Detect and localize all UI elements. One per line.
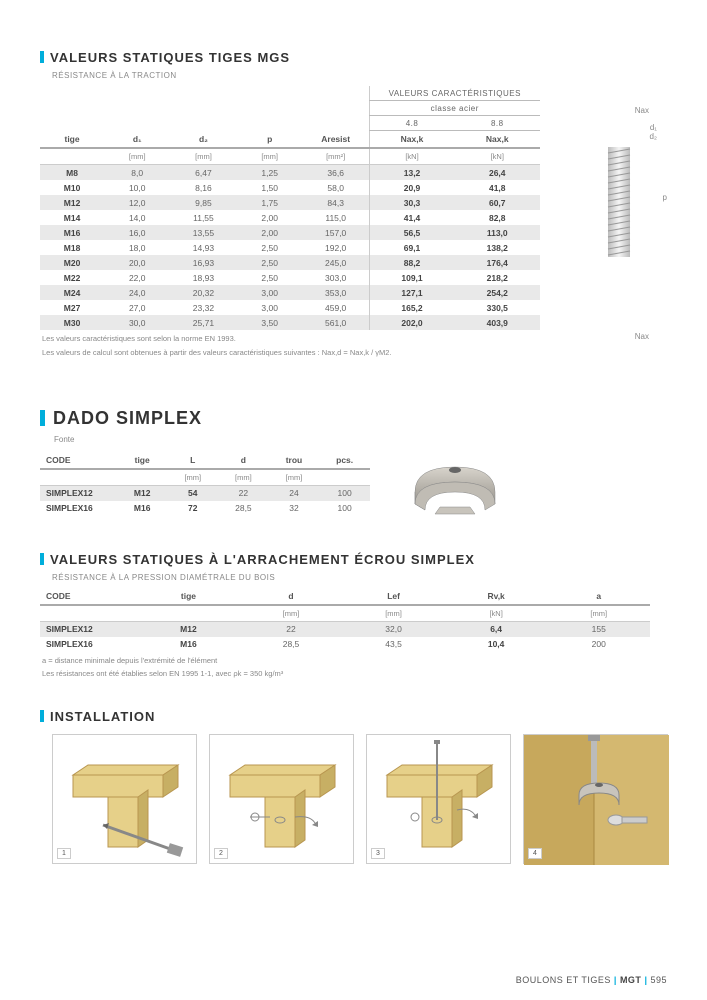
table-row: M1818,014,932,50192,069,1138,2: [40, 240, 540, 255]
section-valeurs-tiges: VALEURS STATIQUES TIGES MGS RÉSISTANCE À…: [40, 50, 667, 358]
install-illustration-3: [367, 735, 512, 865]
class-row: 4.8 8.8: [40, 116, 540, 131]
section1-note1: Les valeurs caractéristiques sont selon …: [42, 334, 540, 344]
unit-row: [mm] [mm] [kN] [mm]: [40, 605, 650, 622]
install-illustration-4: [524, 735, 669, 865]
table-row: M1212,09,851,7584,330,360,7: [40, 195, 540, 210]
page-footer: BOULONS ET TIGES | MGT | 595: [516, 975, 667, 985]
table-row: SIMPLEX16M1628,543,510,4200: [40, 637, 650, 652]
table-row: M2222,018,932,50303,0109,1218,2: [40, 270, 540, 285]
install-step-2: 2: [209, 734, 354, 864]
table-row: M2020,016,932,50245,088,2176,4: [40, 255, 540, 270]
table-row: M88,06,471,2536,613,226,4: [40, 165, 540, 181]
section1-title: VALEURS STATIQUES TIGES MGS: [40, 50, 667, 65]
table1-container: VALEURS CARACTÉRISTIQUES classe acier 4.…: [40, 86, 540, 358]
table-row: M1616,013,552,00157,056,5113,0: [40, 225, 540, 240]
section3-note2: Les résistances ont été établies selon E…: [42, 669, 667, 679]
table-row: SIMPLEX12M122232,06,4155: [40, 621, 650, 637]
install-step-3: 3: [366, 734, 511, 864]
header-row: CODE tige d Lef Rv,k a: [40, 588, 650, 605]
section3-title: VALEURS STATIQUES À L'ARRACHEMENT ÉCROU …: [40, 552, 667, 567]
header-row: tige d₁ d₂ p Aresist Nax,k Nax,k: [40, 131, 540, 149]
unit-row: [mm] [mm] [mm] [mm²] [kN] [kN]: [40, 148, 540, 165]
table-row: M3030,025,713,50561,0202,0403,9: [40, 315, 540, 330]
table-row: M2727,023,323,00459,0165,2330,5: [40, 300, 540, 315]
section1-note2: Les valeurs de calcul sont obtenues à pa…: [42, 348, 540, 358]
install-step-4: 4: [523, 734, 668, 864]
threaded-rod-icon: [594, 147, 644, 257]
section3-subtitle: RÉSISTANCE À LA PRESSION DIAMÉTRALE DU B…: [52, 573, 667, 582]
table-tiges: VALEURS CARACTÉRISTIQUES classe acier 4.…: [40, 86, 540, 330]
table-arrachement: CODE tige d Lef Rv,k a [mm] [mm] [kN] [m…: [40, 588, 650, 652]
rod-diagram: Nax d₁ d₂ p: [570, 86, 667, 341]
header-row: CODE tige L d trou pcs.: [40, 452, 370, 469]
unit-row: [mm] [mm] [mm]: [40, 469, 370, 486]
section4-title: INSTALLATION: [40, 709, 667, 724]
dado-product-image: [400, 452, 510, 522]
table-row: M2424,020,323,00353,0127,1254,2: [40, 285, 540, 300]
section-dado-simplex: DADO SIMPLEX Fonte CODE tige L d trou pc…: [40, 408, 667, 522]
table-dado: CODE tige L d trou pcs. [mm] [mm] [mm] S…: [40, 452, 370, 516]
super-header-row: VALEURS CARACTÉRISTIQUES: [40, 86, 540, 101]
section3-note1: a = distance minimale depuis l'extrémité…: [42, 656, 667, 666]
install-step-1: 1: [52, 734, 197, 864]
table-row: M1414,011,552,00115,041,482,8: [40, 210, 540, 225]
table-row: M1010,08,161,5058,020,941,8: [40, 180, 540, 195]
install-illustration-1: [53, 735, 198, 865]
table-row: SIMPLEX16M167228,532100: [40, 501, 370, 516]
table-row: SIMPLEX12M12542224100: [40, 485, 370, 501]
section-arrachement: VALEURS STATIQUES À L'ARRACHEMENT ÉCROU …: [40, 552, 667, 680]
section2-title: DADO SIMPLEX: [40, 408, 667, 429]
section-installation: INSTALLATION 1: [40, 709, 667, 864]
install-illustration-2: [210, 735, 355, 865]
section2-material: Fonte: [54, 435, 667, 444]
class-header-row: classe acier: [40, 101, 540, 116]
section1-subtitle: RÉSISTANCE À LA TRACTION: [52, 71, 667, 80]
